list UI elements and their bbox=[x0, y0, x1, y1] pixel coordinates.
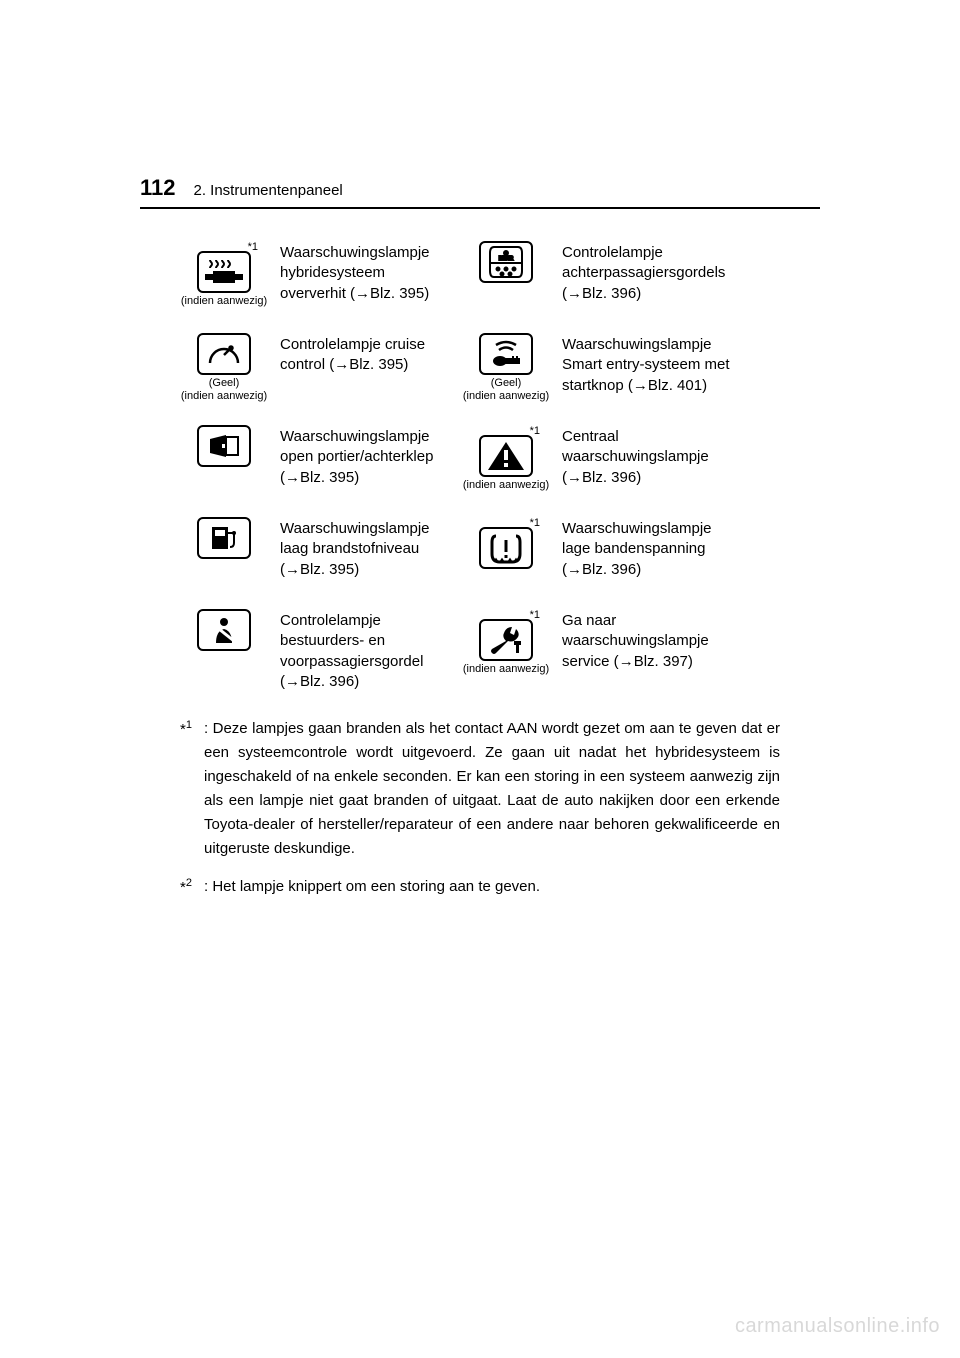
desc-cell-right-0: Controlelampje achterpassagiersgordels (… bbox=[562, 237, 732, 329]
desc-cell-right-1: Waarschuwingslampje Smart entry-systeem … bbox=[562, 329, 732, 421]
master-warning-icon bbox=[479, 435, 533, 477]
watermark: carmanualsonline.info bbox=[735, 1315, 940, 1338]
smart-key-icon bbox=[479, 333, 533, 375]
tire-pressure-icon bbox=[479, 527, 533, 569]
footnote-0: *1: Deze lampjes gaan branden als het co… bbox=[180, 717, 780, 861]
hybrid-overheat-icon bbox=[197, 251, 251, 293]
icon-caption: (indien aanwezig) bbox=[463, 479, 549, 492]
superscript: *1 bbox=[530, 425, 540, 437]
footnote-1: *2: Het lampje knippert om een storing a… bbox=[180, 875, 780, 899]
footnote-marker: *1 bbox=[180, 717, 192, 742]
door-open-icon bbox=[197, 425, 251, 467]
icon-cell-right-4: *1 (indien aanwezig) bbox=[462, 605, 550, 697]
icon-cell-right-1: (Geel)(indien aanwezig) bbox=[462, 329, 550, 421]
section-title: 2. Instrumentenpaneel bbox=[194, 182, 343, 199]
page-header: 112 2. Instrumentenpaneel bbox=[140, 175, 820, 209]
desc-cell-left-2: Waarschuwingslampje open portier/achterk… bbox=[280, 421, 450, 513]
icon-cell-left-2 bbox=[180, 421, 268, 513]
seatbelt-icon bbox=[197, 609, 251, 651]
footnote-marker: *2 bbox=[180, 875, 192, 900]
desc-cell-left-3: Waarschuwingslampje laag brandstofniveau… bbox=[280, 513, 450, 605]
icon-caption: (indien aanwezig) bbox=[463, 663, 549, 676]
desc-cell-right-2: Centraal waarschuwingslampje (→Blz. 396) bbox=[562, 421, 732, 513]
desc-cell-left-4: Controlelampje bestuurders- en voorpassa… bbox=[280, 605, 450, 697]
desc-cell-right-3: Waarschuwingslampje lage bandenspanning … bbox=[562, 513, 732, 605]
icon-cell-right-0: REAR bbox=[462, 237, 550, 329]
page-number: 112 bbox=[140, 175, 176, 201]
icon-cell-right-2: *1 (indien aanwezig) bbox=[462, 421, 550, 513]
superscript: *1 bbox=[530, 517, 540, 529]
icon-caption: (indien aanwezig) bbox=[181, 295, 267, 308]
fuel-low-icon bbox=[197, 517, 251, 559]
rear-seats-icon: REAR bbox=[479, 241, 533, 283]
icon-caption: (Geel)(indien aanwezig) bbox=[463, 377, 549, 402]
icon-cell-right-3: *1 bbox=[462, 513, 550, 605]
cruise-icon bbox=[197, 333, 251, 375]
service-wrench-icon bbox=[479, 619, 533, 661]
superscript: *1 bbox=[530, 609, 540, 621]
desc-cell-left-0: Waarschuwingslampje hybridesysteem overv… bbox=[280, 237, 450, 329]
icon-cell-left-1: (Geel)(indien aanwezig) bbox=[180, 329, 268, 421]
desc-cell-left-1: Controlelampje cruise control (→Blz. 395… bbox=[280, 329, 450, 421]
svg-text:REAR: REAR bbox=[499, 256, 514, 262]
icon-cell-left-0: *1 (indien aanwezig) bbox=[180, 237, 268, 329]
superscript: *1 bbox=[248, 241, 258, 253]
icon-caption: (Geel)(indien aanwezig) bbox=[181, 377, 267, 402]
icon-cell-left-4 bbox=[180, 605, 268, 697]
icon-cell-left-3 bbox=[180, 513, 268, 605]
desc-cell-right-4: Ga naar waarschuwingslampje service (→Bl… bbox=[562, 605, 732, 697]
footnotes: *1: Deze lampjes gaan branden als het co… bbox=[180, 717, 780, 899]
warning-lights-table: *1 (indien aanwezig) Waarschuwingslampje h… bbox=[180, 237, 820, 697]
